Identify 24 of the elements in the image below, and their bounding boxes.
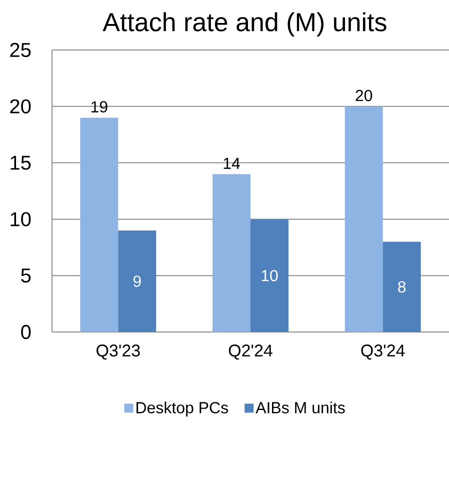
y-tick-label: 10 xyxy=(10,212,31,226)
bar xyxy=(212,174,251,332)
data-label: 9 xyxy=(133,276,141,287)
y-tick-label: 20 xyxy=(10,99,31,114)
bar xyxy=(80,118,118,332)
legend-label: Desktop PCs xyxy=(136,402,228,417)
data-label: 14 xyxy=(224,158,240,169)
data-label: 10 xyxy=(262,270,278,282)
bar xyxy=(344,106,383,332)
x-tick-label: Q2'24 xyxy=(228,344,272,360)
bar xyxy=(118,230,156,332)
legend-label: AIBs M units xyxy=(256,402,345,414)
data-label: 19 xyxy=(92,101,108,112)
data-label: 8 xyxy=(398,281,406,293)
x-tick-label: Q3'23 xyxy=(96,344,140,360)
data-label: 20 xyxy=(356,90,372,102)
y-tick-label: 15 xyxy=(10,156,31,170)
chart-title: Attach rate and (M) units xyxy=(102,12,386,37)
bar xyxy=(250,219,288,332)
y-tick-label: 0 xyxy=(21,324,31,340)
y-tick-label: 25 xyxy=(10,42,31,58)
bar xyxy=(382,242,421,332)
y-tick-label: 5 xyxy=(21,268,31,283)
x-tick-label: Q3'24 xyxy=(361,344,405,360)
